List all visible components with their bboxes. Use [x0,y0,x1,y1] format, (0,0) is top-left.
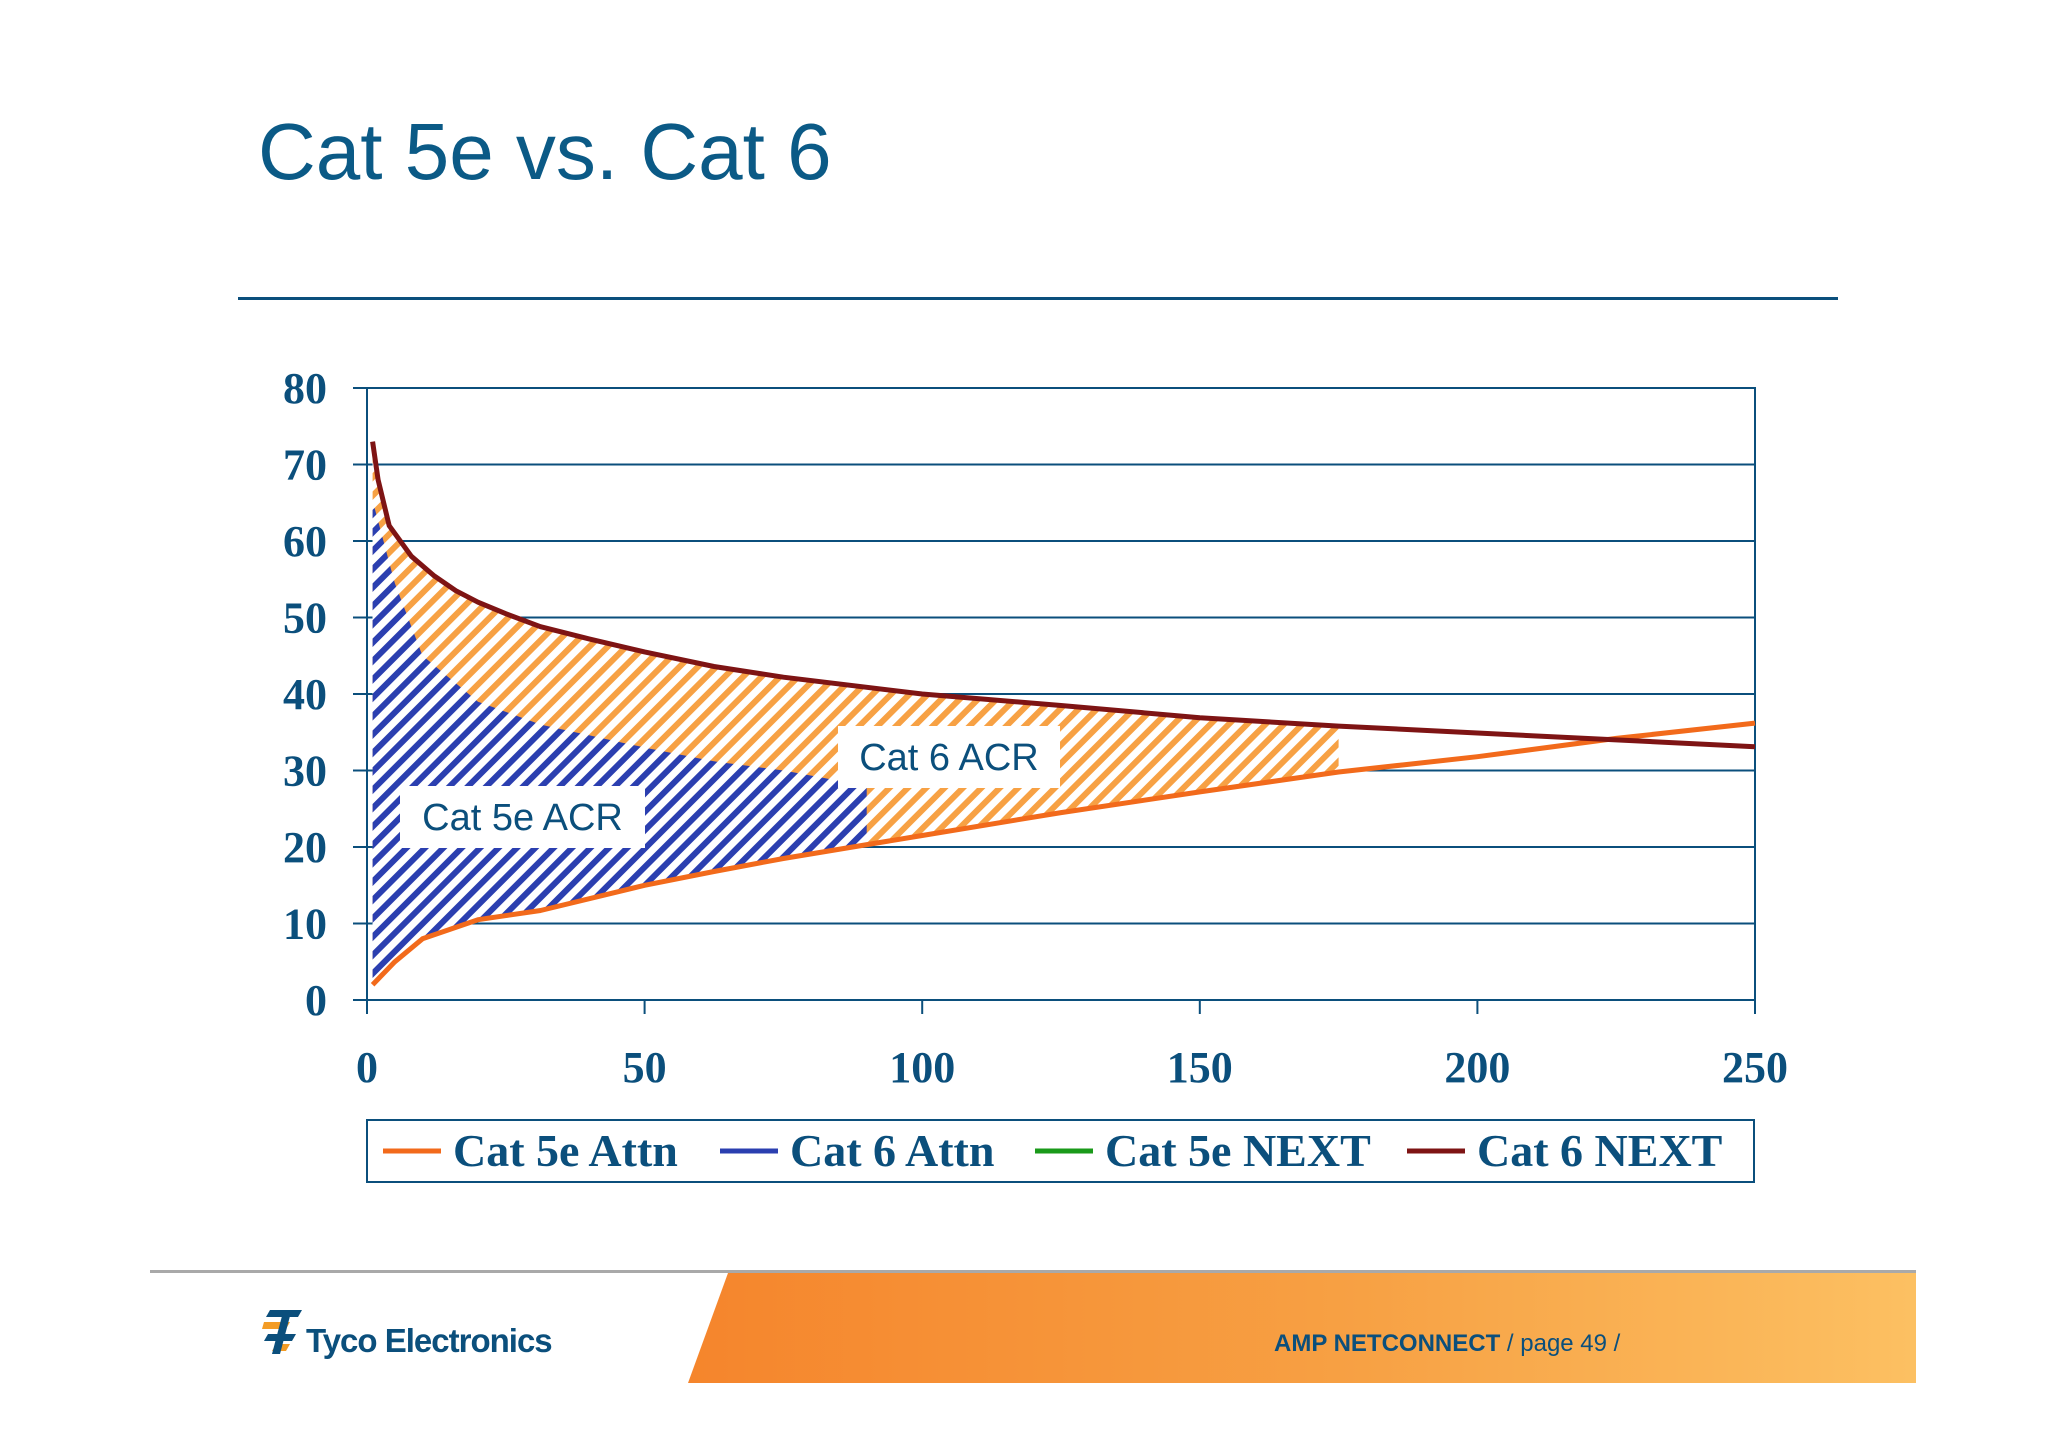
x-tick-label-250: 250 [1722,1043,1788,1092]
axes: 0 10 20 30 40 50 60 70 80 0 50 100 150 200 250 [283,364,1788,1092]
brand-name: AMP NETCONNECT [1274,1330,1501,1357]
series-line-0 [370,720,1756,987]
series-lines [370,441,1756,987]
x-tick-label-150: 150 [1167,1043,1233,1092]
y-tick-label-0: 0 [305,976,327,1025]
footer-divider [150,1270,1916,1273]
legend-label-3: Cat 6 NEXT [1477,1125,1722,1176]
acr-regions [372,441,1339,985]
y-tick-label-10: 10 [283,900,327,949]
annotations: Cat 5e ACR Cat 6 ACR [400,726,1060,848]
footer: Tyco Electronics AMP NETCONNECT / page 4… [0,1270,2048,1400]
x-tick-label-100: 100 [889,1043,955,1092]
company-name: Tyco Electronics [306,1322,553,1359]
y-tick-label-30: 30 [283,747,327,796]
x-tick-label-0: 0 [356,1043,378,1092]
title-divider [238,297,1838,300]
y-tick-label-70: 70 [283,441,327,490]
legend: Cat 5e Attn Cat 6 Attn Cat 5e NEXT Cat 6 NE… [366,1119,1755,1183]
series-line-3 [370,441,1756,750]
company-logo: Tyco Electronics [262,1308,602,1368]
x-tick-label-50: 50 [623,1043,667,1092]
y-tick-label-20: 20 [283,823,327,872]
annotation-label-0: Cat 5e ACR [422,797,623,839]
y-tick-label-50: 50 [283,594,327,643]
y-tick-label-60: 60 [283,517,327,566]
slide-title: Cat 5e vs. Cat 6 [258,107,832,196]
y-tick-label-40: 40 [283,670,327,719]
tyco-logo-icon [262,1310,302,1354]
x-tick-label-200: 200 [1444,1043,1510,1092]
legend-label-0: Cat 5e Attn [453,1125,678,1176]
y-tick-label-80: 80 [283,364,327,413]
legend-label-1: Cat 6 Attn [790,1125,994,1176]
annotation-box-1 [838,726,1060,788]
grid-lines [366,387,1756,1001]
footer-band [688,1273,1916,1383]
legend-label-2: Cat 5e NEXT [1105,1125,1371,1176]
annotation-box-0 [400,786,645,848]
page-number: / page 49 / [1506,1330,1621,1357]
annotation-label-1: Cat 6 ACR [859,737,1039,779]
footer-brand: AMP NETCONNECT / page 49 / [1274,1330,1620,1358]
